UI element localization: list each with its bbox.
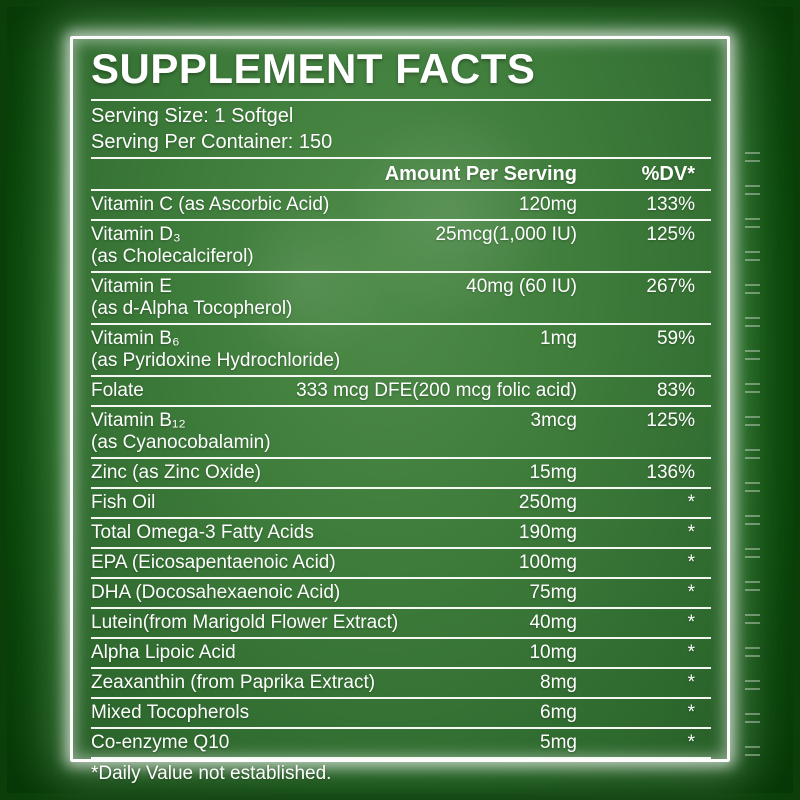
ingredient-table: Vitamin C (as Ascorbic Acid) 120mg 133% … — [91, 189, 711, 757]
dv-value: 83% — [656, 380, 695, 401]
ingredient-name: Vitamin B₆ — [91, 328, 180, 349]
amount-value: 333 mcg DFE(200 mcg folic acid) — [296, 380, 577, 401]
amount-value: 6mg — [540, 702, 577, 723]
ingredient-row: Vitamin E 40mg (60 IU) (as d-Alpha Tocop… — [91, 271, 711, 323]
amount-value: 25mcg(1,000 IU) — [435, 224, 577, 245]
dv-column-header: %DV* — [641, 163, 695, 185]
dv-value: 136% — [646, 462, 695, 483]
amount-value: 75mg — [529, 582, 577, 603]
ingredient-row: EPA (Eicosapentaenoic Acid) 100mg * — [91, 547, 711, 577]
amount-value: 250mg — [518, 492, 577, 513]
dv-value: 125% — [646, 410, 695, 431]
ingredient-name: Co-enzyme Q10 — [91, 732, 230, 753]
serving-size: Serving Size: 1 Softgel — [91, 105, 294, 127]
ingredient-subname: (as Pyridoxine Hydrochloride) — [91, 350, 341, 371]
ingredient-name: Vitamin E — [91, 276, 172, 297]
ingredient-row: Total Omega-3 Fatty Acids 190mg * — [91, 517, 711, 547]
supplement-facts-panel: SUPPLEMENT FACTS Serving Size: 1 Softgel… — [70, 36, 730, 784]
ingredient-row: Vitamin C (as Ascorbic Acid) 120mg 133% — [91, 189, 711, 219]
column-header-row: Amount Per Serving %DV* — [91, 157, 711, 189]
ingredient-name: Mixed Tocopherols — [91, 702, 250, 723]
ingredient-subname: (as Cyanocobalamin) — [91, 432, 271, 453]
ingredient-name: Vitamin B₁₂ — [91, 410, 186, 431]
dv-value: * — [687, 492, 695, 513]
ingredient-row: Fish Oil 250mg * — [91, 487, 711, 517]
ingredient-name: Lutein(from Marigold Flower Extract) — [91, 612, 399, 633]
serving-info: Serving Size: 1 Softgel Serving Per Cont… — [91, 99, 711, 157]
ingredient-row: Zeaxanthin (from Paprika Extract) 8mg * — [91, 667, 711, 697]
ingredient-row: Folate 333 mcg DFE(200 mcg folic acid) 8… — [91, 375, 711, 405]
panel-title: SUPPLEMENT FACTS — [91, 45, 536, 92]
dv-value: 133% — [646, 194, 695, 215]
ingredient-subname: (as Cholecalciferol) — [91, 246, 254, 267]
amount-value: 40mg — [529, 612, 577, 633]
dv-value: * — [687, 582, 695, 603]
amount-value: 120mg — [518, 194, 577, 215]
ingredient-name: Vitamin C (as Ascorbic Acid) — [91, 194, 330, 215]
daily-value-footnote: *Daily Value not established. — [91, 757, 711, 787]
ingredient-name: Total Omega-3 Fatty Acids — [91, 522, 314, 543]
amount-value: 190mg — [518, 522, 577, 543]
dv-value: * — [687, 552, 695, 573]
amount-value: 15mg — [529, 462, 577, 483]
dv-value: 125% — [646, 224, 695, 245]
ingredient-name: Fish Oil — [91, 492, 156, 513]
ingredient-name: DHA (Docosahexaenoic Acid) — [91, 582, 341, 603]
dv-value: * — [687, 732, 695, 753]
ingredient-row: DHA (Docosahexaenoic Acid) 75mg * — [91, 577, 711, 607]
ingredient-row: Co-enzyme Q10 5mg * — [91, 727, 711, 757]
dv-value: 59% — [656, 328, 695, 349]
amount-value: 1mg — [540, 328, 577, 349]
amount-value: 8mg — [540, 672, 577, 693]
amount-value: 10mg — [529, 642, 577, 663]
dv-value: * — [687, 612, 695, 633]
dv-value: * — [687, 642, 695, 663]
amount-value: 40mg (60 IU) — [466, 276, 577, 297]
ingredient-row: Mixed Tocopherols 6mg * — [91, 697, 711, 727]
servings-per-container: Serving Per Container: 150 — [91, 131, 333, 153]
ingredient-row: Vitamin D₃ 25mcg(1,000 IU) (as Cholecalc… — [91, 219, 711, 271]
ingredient-name: Folate — [91, 380, 144, 401]
ingredient-row: Vitamin B₁₂ 3mcg (as Cyanocobalamin) 125… — [91, 405, 711, 457]
dv-value: 267% — [646, 276, 695, 297]
dv-value: * — [687, 522, 695, 543]
ingredient-name: Vitamin D₃ — [91, 224, 181, 245]
amount-column-header: Amount Per Serving — [384, 163, 577, 185]
ingredient-row: Zinc (as Zinc Oxide) 15mg 136% — [91, 457, 711, 487]
ingredient-name: EPA (Eicosapentaenoic Acid) — [91, 552, 336, 573]
amount-value: 5mg — [540, 732, 577, 753]
dv-value: * — [687, 702, 695, 723]
bleed-marks — [745, 152, 760, 760]
ingredient-subname: (as d-Alpha Tocopherol) — [91, 298, 293, 319]
amount-value: 100mg — [518, 552, 577, 573]
ingredient-row: Alpha Lipoic Acid 10mg * — [91, 637, 711, 667]
ingredient-row: Lutein(from Marigold Flower Extract) 40m… — [91, 607, 711, 637]
ingredient-row: Vitamin B₆ 1mg (as Pyridoxine Hydrochlor… — [91, 323, 711, 375]
ingredient-name: Zinc (as Zinc Oxide) — [91, 462, 261, 483]
ingredient-name: Alpha Lipoic Acid — [91, 642, 236, 663]
ingredient-name: Zeaxanthin (from Paprika Extract) — [91, 672, 376, 693]
amount-value: 3mcg — [530, 410, 577, 431]
dv-value: * — [687, 672, 695, 693]
